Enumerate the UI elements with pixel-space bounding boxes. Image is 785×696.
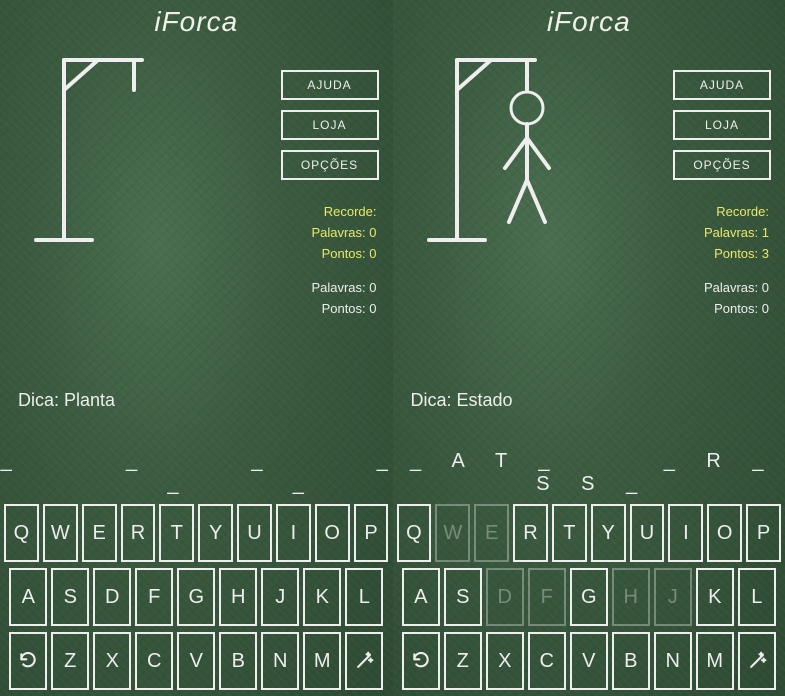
key-u[interactable]: U: [630, 504, 665, 562]
key-b[interactable]: B: [612, 632, 650, 690]
game-screen-left: iForca AJUDALOJAOPÇÕES Recorde: Palavras…: [0, 0, 393, 696]
record-label: Recorde:: [704, 202, 769, 223]
menu: AJUDA LOJA OPÇÕES: [673, 70, 771, 180]
key-g[interactable]: G: [177, 568, 215, 626]
key-o[interactable]: O: [315, 504, 350, 562]
options-button[interactable]: OPÇÕES: [673, 150, 771, 180]
keyboard-row: QWERTYUIOP: [397, 504, 782, 562]
keyboard-row: ZXCVBNM: [397, 632, 782, 690]
help-button[interactable]: AJUDA: [673, 70, 771, 100]
record-label: Recorde:: [311, 202, 376, 223]
gallows: [16, 50, 216, 255]
keyboard-row: ASDFGHJKL: [397, 568, 782, 626]
key-m[interactable]: M: [696, 632, 734, 690]
record-points: Pontos: 3: [704, 244, 769, 265]
key-n[interactable]: N: [261, 632, 299, 690]
key-r[interactable]: R: [513, 504, 548, 562]
record-words: Palavras: 0: [311, 223, 376, 244]
word-display: _ A T _ _ R _ S S _: [393, 450, 785, 496]
key-z[interactable]: Z: [51, 632, 89, 690]
key-o[interactable]: O: [707, 504, 742, 562]
word-display: _ _ _ _ _ _: [0, 450, 393, 496]
current-words: Palavras: 0: [704, 278, 769, 299]
key-i[interactable]: I: [276, 504, 311, 562]
key-t[interactable]: T: [552, 504, 587, 562]
keyboard: QWERTYUIOP ASDFGHJKL ZXCVBNM: [393, 504, 785, 690]
game-screen-right: iForca AJUDALOJAOPÇÕES Recorde: Palavras…: [393, 0, 785, 696]
undo-icon[interactable]: [9, 632, 47, 690]
key-z[interactable]: Z: [444, 632, 482, 690]
key-y[interactable]: Y: [591, 504, 626, 562]
key-l[interactable]: L: [345, 568, 383, 626]
record-points: Pontos: 0: [311, 244, 376, 265]
key-h[interactable]: H: [219, 568, 257, 626]
keyboard-row: ASDFGHJKL: [4, 568, 389, 626]
key-f[interactable]: F: [528, 568, 566, 626]
record-words: Palavras: 1: [704, 223, 769, 244]
key-e[interactable]: E: [474, 504, 509, 562]
key-a[interactable]: A: [402, 568, 440, 626]
magic-wand-icon[interactable]: [738, 632, 776, 690]
key-v[interactable]: V: [177, 632, 215, 690]
key-p[interactable]: P: [746, 504, 781, 562]
key-k[interactable]: K: [696, 568, 734, 626]
app-title: iForca: [0, 6, 393, 38]
key-l[interactable]: L: [738, 568, 776, 626]
keyboard: QWERTYUIOP ASDFGHJKL ZXCVBNM: [0, 504, 393, 690]
key-n[interactable]: N: [654, 632, 692, 690]
key-w[interactable]: W: [435, 504, 470, 562]
key-s[interactable]: S: [51, 568, 89, 626]
key-r[interactable]: R: [121, 504, 156, 562]
key-d[interactable]: D: [486, 568, 524, 626]
current-points: Pontos: 0: [704, 299, 769, 320]
key-j[interactable]: J: [654, 568, 692, 626]
key-s[interactable]: S: [444, 568, 482, 626]
key-w[interactable]: W: [43, 504, 78, 562]
key-a[interactable]: A: [9, 568, 47, 626]
key-c[interactable]: C: [135, 632, 173, 690]
key-d[interactable]: D: [93, 568, 131, 626]
keyboard-row: ZXCVBNM: [4, 632, 389, 690]
current-points: Pontos: 0: [311, 299, 376, 320]
gallows: [409, 50, 609, 255]
options-button[interactable]: OPÇÕES: [281, 150, 379, 180]
help-button[interactable]: AJUDA: [281, 70, 379, 100]
key-x[interactable]: X: [486, 632, 524, 690]
hint-text: Dica: Estado: [411, 390, 513, 411]
key-f[interactable]: F: [135, 568, 173, 626]
key-g[interactable]: G: [570, 568, 608, 626]
menu: AJUDA LOJA OPÇÕES: [281, 70, 379, 180]
stats-panel: Recorde: Palavras: 1 Pontos: 3 Palavras:…: [704, 202, 769, 320]
stats-panel: Recorde: Palavras: 0 Pontos: 0 Palavras:…: [311, 202, 376, 320]
key-p[interactable]: P: [354, 504, 389, 562]
key-h[interactable]: H: [612, 568, 650, 626]
undo-icon[interactable]: [402, 632, 440, 690]
app-title: iForca: [393, 6, 785, 38]
shop-button[interactable]: LOJA: [673, 110, 771, 140]
key-y[interactable]: Y: [198, 504, 233, 562]
key-j[interactable]: J: [261, 568, 299, 626]
current-words: Palavras: 0: [311, 278, 376, 299]
key-x[interactable]: X: [93, 632, 131, 690]
key-u[interactable]: U: [237, 504, 272, 562]
key-b[interactable]: B: [219, 632, 257, 690]
key-q[interactable]: Q: [4, 504, 39, 562]
key-e[interactable]: E: [82, 504, 117, 562]
key-v[interactable]: V: [570, 632, 608, 690]
hint-text: Dica: Planta: [18, 390, 115, 411]
magic-wand-icon[interactable]: [345, 632, 383, 690]
shop-button[interactable]: LOJA: [281, 110, 379, 140]
keyboard-row: QWERTYUIOP: [4, 504, 389, 562]
key-c[interactable]: C: [528, 632, 566, 690]
key-q[interactable]: Q: [397, 504, 432, 562]
key-m[interactable]: M: [303, 632, 341, 690]
key-t[interactable]: T: [159, 504, 194, 562]
key-i[interactable]: I: [668, 504, 703, 562]
key-k[interactable]: K: [303, 568, 341, 626]
